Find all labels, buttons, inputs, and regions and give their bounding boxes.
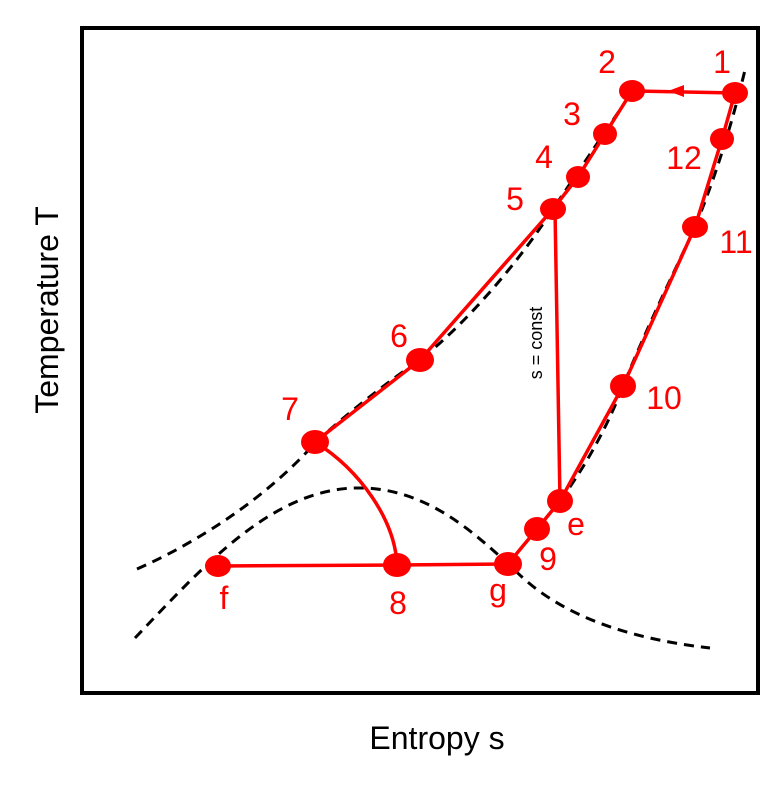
label-point-8: 8: [389, 585, 407, 621]
process-line-f-g: [217, 562, 509, 568]
label-point-3: 3: [563, 96, 581, 132]
point-10: [610, 374, 636, 398]
point-g: [494, 552, 522, 576]
label-point-g: g: [489, 572, 507, 608]
label-point-11: 11: [719, 224, 752, 260]
point-9: [524, 517, 550, 541]
label-point-f: f: [220, 580, 229, 616]
point-12: [710, 128, 734, 150]
point-f: [205, 555, 231, 577]
point-11: [682, 216, 708, 238]
point-1: [722, 82, 748, 104]
isentrope-annotation: s = const: [526, 307, 546, 380]
point-7: [301, 430, 329, 454]
label-point-1: 1: [713, 44, 731, 80]
process-line-5-e: [553, 208, 562, 502]
plot-frame: [80, 26, 760, 695]
arrow-head: [668, 85, 684, 97]
process-line-7-8: [314, 440, 399, 566]
point-4: [566, 166, 590, 188]
point-e: [547, 489, 573, 513]
label-point-4: 4: [535, 139, 553, 175]
label-point-7: 7: [281, 391, 299, 427]
label-point-e: e: [567, 506, 585, 542]
label-point-2: 2: [598, 44, 616, 80]
label-point-12: 12: [666, 140, 702, 176]
saturation-dome: [133, 486, 711, 650]
point-6: [406, 348, 434, 372]
point-2: [619, 80, 645, 102]
point-3: [593, 123, 617, 145]
label-point-9: 9: [539, 541, 557, 577]
point-5: [540, 198, 566, 220]
label-point-5: 5: [506, 181, 524, 217]
process-path: [217, 85, 737, 568]
point-8: [383, 553, 411, 577]
label-point-10: 10: [646, 380, 682, 416]
process-line-2-7: [313, 90, 634, 444]
y-axis-label: Temperature T: [29, 206, 65, 414]
label-point-6: 6: [390, 318, 408, 354]
x-axis-label: Entropy s: [369, 720, 504, 756]
dome-curve-left: [136, 79, 642, 571]
state-points: [205, 80, 748, 577]
